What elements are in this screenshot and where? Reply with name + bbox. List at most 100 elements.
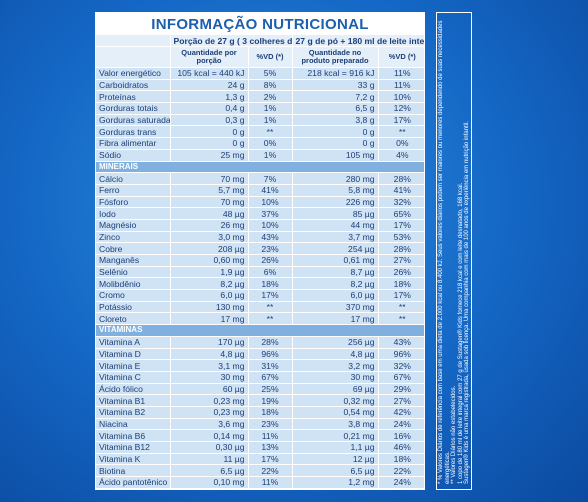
cell: 22% bbox=[377, 464, 424, 478]
cell: 70 mg bbox=[169, 196, 248, 209]
cell: 67% bbox=[377, 371, 424, 384]
cell: 11 µg bbox=[169, 453, 248, 466]
nutrient-row: Gorduras saturadas 0,3 g 1% 3,8 g 17% bbox=[96, 114, 424, 127]
cell: 65% bbox=[377, 207, 424, 220]
nutrient-name: Vitamina D bbox=[96, 348, 170, 361]
cell: 26 mg bbox=[169, 219, 248, 232]
cell: 96% bbox=[247, 348, 293, 361]
cell: 30 mg bbox=[291, 371, 379, 384]
nutrient-row: Cloreto 17 mg ** 17 mg ** bbox=[96, 312, 424, 326]
cell: 1,2 mg bbox=[291, 476, 379, 489]
nutrient-name: Vitamina E bbox=[96, 359, 170, 372]
cell: 254 µg bbox=[291, 242, 379, 255]
cell: 280 mg bbox=[291, 172, 379, 185]
cell: 130 mg bbox=[169, 301, 248, 314]
cell: 4,8 µg bbox=[169, 348, 248, 361]
nutrient-row: Carboidratos 24 g 8% 33 g 11% bbox=[96, 79, 424, 92]
cell: 2% bbox=[247, 90, 293, 104]
cell: 32% bbox=[377, 196, 424, 209]
nutrient-row: Vitamina B12 0,30 µg 13% 1,1 µg 46% bbox=[96, 441, 424, 454]
cell: 41% bbox=[247, 184, 293, 197]
nutrient-name: Cobre bbox=[96, 242, 170, 255]
column-header: Quantidade no produto preparado bbox=[291, 46, 379, 68]
cell: 6% bbox=[247, 266, 293, 279]
cell: 12 µg bbox=[291, 453, 379, 466]
cell: 24 g bbox=[169, 79, 248, 92]
nutrient-name: Cromo bbox=[96, 289, 170, 302]
nutrient-row: Iodo 48 µg 37% 85 µg 65% bbox=[96, 207, 424, 220]
cell: 6,0 µg bbox=[169, 289, 248, 302]
cell: 17% bbox=[377, 114, 424, 127]
cell: 6,5 µg bbox=[291, 464, 379, 478]
nutrient-name: Ácido pantotênico bbox=[96, 476, 170, 489]
cell: 32% bbox=[377, 359, 424, 372]
cell: 208 µg bbox=[169, 242, 248, 255]
cell: 18% bbox=[247, 406, 293, 419]
cell: 43% bbox=[247, 231, 293, 244]
nutrient-row: Molibdênio 8,2 µg 18% 8,2 µg 18% bbox=[96, 277, 424, 291]
cell: 105 mg bbox=[291, 149, 379, 162]
cell: 44 mg bbox=[291, 219, 379, 232]
cell: 18% bbox=[247, 277, 293, 291]
cell: 11% bbox=[377, 79, 424, 92]
cell: 29% bbox=[377, 383, 424, 396]
cell: ** bbox=[247, 312, 293, 326]
cell: 30 mg bbox=[169, 371, 248, 384]
cell: 105 kcal = 440 kJ bbox=[169, 67, 248, 80]
cell: 6,5 µg bbox=[169, 464, 248, 478]
nutrient-name: Vitamina B6 bbox=[96, 429, 170, 442]
nutrient-row: Gorduras totais 0,4 g 1% 6,5 g 12% bbox=[96, 102, 424, 115]
nutrient-name: Manganês bbox=[96, 254, 170, 267]
cell: 11% bbox=[377, 67, 424, 80]
cell: 11% bbox=[247, 476, 293, 489]
cell: ** bbox=[377, 125, 424, 139]
cell: 48 µg bbox=[169, 207, 248, 220]
cell: 11% bbox=[247, 429, 293, 442]
footnote-panel: * % Valores Diários de referência com ba… bbox=[436, 12, 472, 490]
cell: 96% bbox=[377, 348, 424, 361]
nutrient-name: Carboidratos bbox=[96, 79, 170, 92]
cell: 0 g bbox=[169, 125, 248, 139]
nutrient-name: Iodo bbox=[96, 207, 170, 220]
blank bbox=[96, 46, 170, 68]
cell: 5,7 mg bbox=[169, 184, 248, 197]
cell: ** bbox=[377, 312, 424, 326]
nutrient-name: Molibdênio bbox=[96, 277, 170, 291]
cell: 85 µg bbox=[291, 207, 379, 220]
nutrition-table: Porção de 27 g ( 3 colheres de sopa)27 g… bbox=[96, 35, 424, 489]
cell: 3,2 mg bbox=[291, 359, 379, 372]
nutrient-name: Ácido fólico bbox=[96, 383, 170, 396]
cell: 27% bbox=[377, 254, 424, 267]
cell: 5% bbox=[247, 67, 293, 80]
cell: 6,0 µg bbox=[291, 289, 379, 302]
column-header: %VD (*) bbox=[377, 46, 424, 68]
cell: 17 mg bbox=[291, 312, 379, 326]
section-title: VITAMINAS bbox=[96, 324, 424, 337]
nutrient-row: Biotina 6,5 µg 22% 6,5 µg 22% bbox=[96, 464, 424, 478]
nutrient-name: Zinco bbox=[96, 231, 170, 244]
cell: 69 µg bbox=[291, 383, 379, 396]
cell: 13% bbox=[247, 441, 293, 454]
nutrient-name: Vitamina K bbox=[96, 453, 170, 466]
nutrient-row: Vitamina A 170 µg 28% 256 µg 43% bbox=[96, 336, 424, 349]
nutrient-row: Vitamina B2 0,23 mg 18% 0,54 mg 42% bbox=[96, 406, 424, 419]
nutrient-name: Gorduras trans bbox=[96, 125, 170, 139]
nutrient-name: Ferro bbox=[96, 184, 170, 197]
nutrient-row: Vitamina D 4,8 µg 96% 4,8 µg 96% bbox=[96, 348, 424, 361]
cell: 0,4 g bbox=[169, 102, 248, 115]
nutrient-row: Proteínas 1,3 g 2% 7,2 g 10% bbox=[96, 90, 424, 104]
cell: 27% bbox=[377, 394, 424, 407]
nutrient-row: Valor energético 105 kcal = 440 kJ 5% 218 k… bbox=[96, 67, 424, 80]
cell: ** bbox=[377, 301, 424, 314]
group-header: Porção de 27 g ( 3 colheres de sopa) bbox=[169, 35, 293, 47]
cell: 28% bbox=[247, 336, 293, 349]
column-header: Quantidade por porção bbox=[169, 46, 248, 68]
nutrient-name: Fibra alimentar bbox=[96, 137, 170, 150]
cell: 1% bbox=[247, 149, 293, 162]
nutrient-row: Vitamina B6 0,14 mg 11% 0,21 mg 16% bbox=[96, 429, 424, 442]
nutrient-name: Sódio bbox=[96, 149, 170, 162]
cell: 28% bbox=[377, 172, 424, 185]
column-header-row: Quantidade por porção %VD (*) Quantidade n… bbox=[96, 46, 424, 68]
nutrient-name: Proteínas bbox=[96, 90, 170, 104]
nutrient-name: Vitamina B12 bbox=[96, 441, 170, 454]
